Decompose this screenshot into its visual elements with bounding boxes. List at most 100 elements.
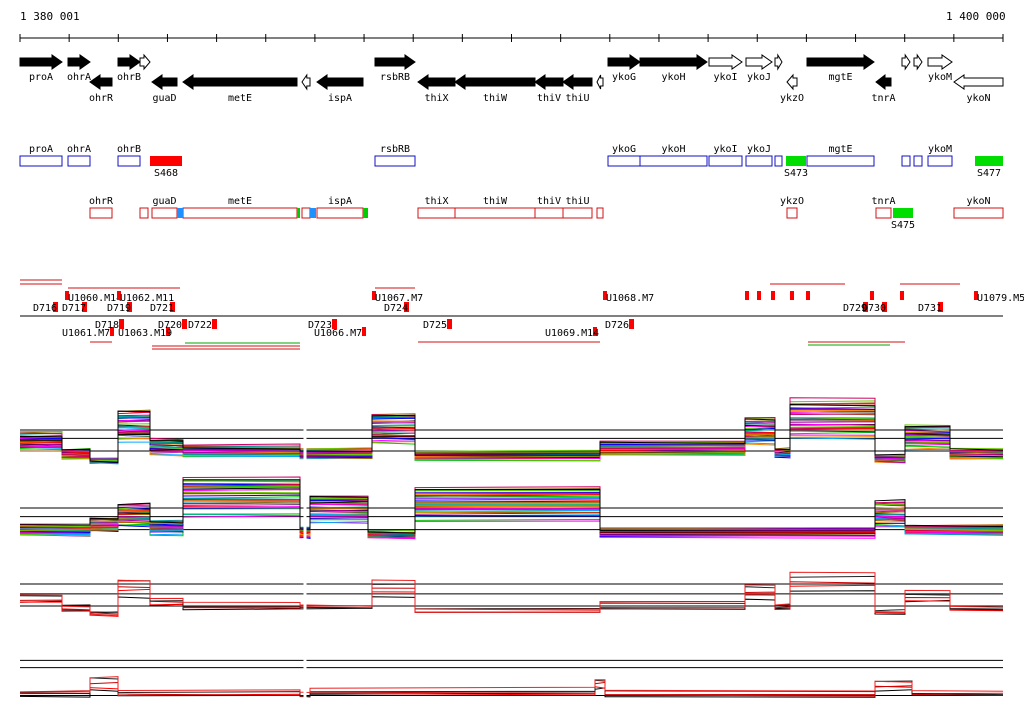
terminator-mark <box>332 319 337 329</box>
promoter-mark <box>65 291 69 300</box>
operon-box <box>139 207 149 219</box>
gene-arrow <box>151 74 178 90</box>
gene-arrow <box>927 54 953 70</box>
operon-box-label: metE <box>228 196 252 207</box>
gene-label: ykoG <box>612 72 636 83</box>
operon-box <box>953 207 1004 219</box>
gene-label: ykzO <box>780 93 804 104</box>
promoter-mark <box>870 291 874 300</box>
operon-box-label: ohrB <box>117 144 141 155</box>
terminator-label: D726 <box>605 320 629 331</box>
terminator-mark <box>404 302 409 312</box>
operon-box <box>901 155 911 167</box>
operon-box <box>596 207 604 219</box>
gene-arrow <box>639 54 708 70</box>
box-cap <box>310 208 316 218</box>
gene-label: metE <box>228 93 252 104</box>
operon-box <box>875 207 892 219</box>
gene-arrow <box>745 54 773 70</box>
operon-box-label: ykoM <box>928 144 952 155</box>
operon-box-label: guaD <box>152 196 176 207</box>
operon-box <box>745 155 773 167</box>
s-marker <box>150 156 182 166</box>
ruler-ticks <box>19 34 1004 42</box>
terminator-mark <box>863 302 868 312</box>
promoter-mark <box>771 291 775 300</box>
operon-box <box>454 207 536 219</box>
operon-box <box>806 155 875 167</box>
gene-arrow <box>596 74 604 90</box>
operon-box-label: thiX <box>424 196 448 207</box>
promoter-mark <box>745 291 749 300</box>
operon-box-track-lower: ohrR guaD metE ispA thiX thiW thiV thiU ykzO tnrA… <box>89 196 1004 219</box>
operon-box <box>774 155 783 167</box>
gene-label: tnrA <box>871 93 895 104</box>
operon-box <box>927 155 953 167</box>
operon-box-label: ykzO <box>780 196 804 207</box>
operon-box-label: proA <box>29 144 53 155</box>
terminator-mark <box>82 302 87 312</box>
promoter-mark <box>372 291 376 300</box>
terminator-mark <box>882 302 887 312</box>
gene-arrow <box>774 53 783 71</box>
expression-panel <box>19 571 1004 617</box>
terminator-mark <box>53 302 58 312</box>
promoter-label: U1079.M5 <box>977 293 1024 304</box>
terminator-label: D720 <box>158 320 182 331</box>
gene-arrow <box>562 74 593 90</box>
gene-label: ykoI <box>713 72 737 83</box>
operon-box-label: thiW <box>483 196 508 207</box>
terminator-label: D718 <box>95 320 119 331</box>
operon-box-track-upper: proA ohrA ohrB rsbRB ykoG ykoH ykoI ykoJ mgtE yko… <box>19 144 953 167</box>
gene-arrow <box>454 74 536 90</box>
operon-box <box>562 207 593 219</box>
gene-arrow <box>913 53 923 71</box>
operon-box-label: ykoH <box>661 144 685 155</box>
promoter-mark <box>757 291 761 300</box>
terminator-label: D723 <box>308 320 332 331</box>
gene-arrow <box>708 54 743 70</box>
terminator-mark <box>127 302 132 312</box>
gene-arrow <box>301 73 311 91</box>
terminator-mark <box>938 302 943 312</box>
terminator-label: D721 <box>150 303 174 314</box>
terminator-mark <box>447 319 452 329</box>
promoter-mark <box>790 291 794 300</box>
promoter-label: U1067.M7 <box>375 293 423 304</box>
operon-box-label: thiV <box>537 196 561 207</box>
gene-arrow <box>117 54 141 70</box>
promoter-mark <box>806 291 810 300</box>
gene-arrow <box>417 74 456 90</box>
operon-box-label: ykoI <box>713 144 737 155</box>
operon-box <box>786 207 798 219</box>
expression-trace <box>19 403 1004 463</box>
operon-box-label: ykoG <box>612 144 636 155</box>
coord-end: 1 400 000 <box>946 10 1006 23</box>
operon-box <box>117 155 141 167</box>
terminator-label: D716 <box>33 303 57 314</box>
operon-box <box>374 155 416 167</box>
expression-panel <box>19 476 1004 540</box>
promoter-label: U1068.M7 <box>606 293 654 304</box>
gene-arrow <box>786 73 798 91</box>
expression-trace <box>19 681 1004 698</box>
operon-box <box>89 207 113 219</box>
operon-box <box>417 207 456 219</box>
terminator-label: D730 <box>862 303 886 314</box>
terminator-label: D724 <box>384 303 408 314</box>
coord-start: 1 380 001 <box>20 10 80 23</box>
box-cap <box>177 208 183 218</box>
terminator-mark <box>212 319 217 329</box>
s-marker-track: S468 S473 S477 S475 <box>150 156 1003 231</box>
operon-box <box>151 207 178 219</box>
gene-arrow <box>607 54 641 70</box>
expression-trace <box>19 479 1004 534</box>
operon-box <box>913 155 923 167</box>
promoter-mark <box>362 327 366 336</box>
operon-box <box>19 155 63 167</box>
gene-label: ykoM <box>928 72 952 83</box>
operon-box <box>708 155 743 167</box>
promoter-mark <box>974 291 978 300</box>
promoter-label: U1069.M14 <box>545 328 599 339</box>
gene-label: ohrB <box>117 72 141 83</box>
